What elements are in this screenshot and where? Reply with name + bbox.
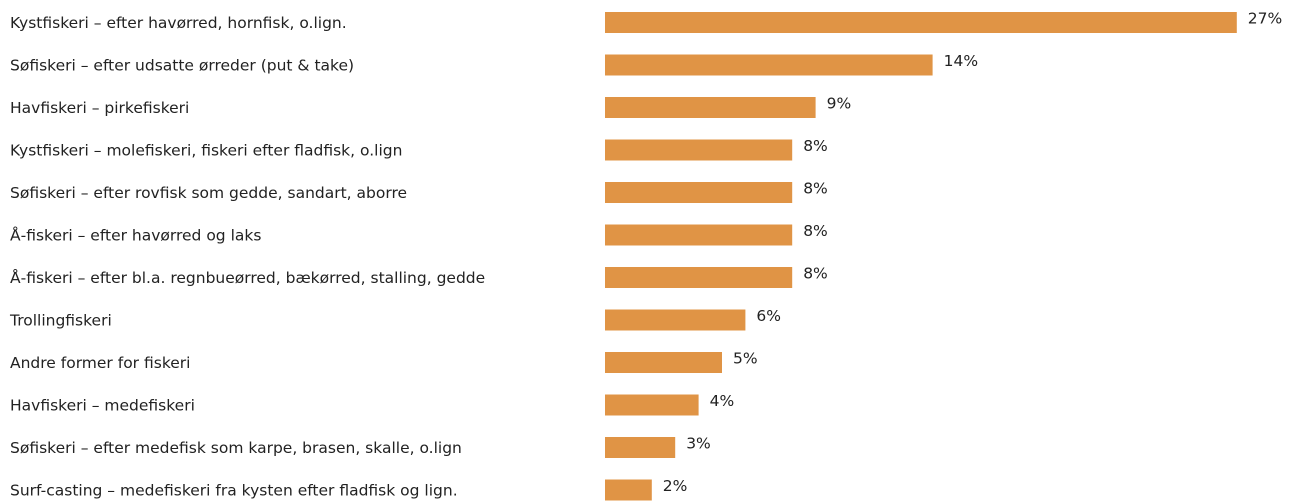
- category-label: Å-fiskeri – efter havørred og laks: [10, 226, 261, 245]
- bar: [605, 267, 793, 288]
- category-label: Kystfiskeri – molefiskeri, fiskeri efter…: [10, 142, 402, 160]
- bar: [605, 479, 652, 501]
- value-label: 8%: [803, 265, 828, 283]
- value-label: 6%: [756, 307, 781, 325]
- bar: [605, 139, 793, 161]
- bar: [605, 54, 933, 76]
- category-label: Havfiskeri – medefiskeri: [10, 397, 195, 415]
- value-label: 8%: [803, 137, 828, 155]
- bar: [605, 437, 676, 458]
- category-label: Søfiskeri – efter rovfisk som gedde, san…: [10, 184, 407, 202]
- bar: [605, 352, 722, 373]
- category-label: Andre former for fiskeri: [10, 354, 190, 372]
- value-label: 5%: [733, 350, 758, 368]
- bar: [605, 394, 699, 416]
- bar: [605, 309, 746, 331]
- value-label: 9%: [827, 95, 852, 113]
- value-label: 8%: [803, 180, 828, 198]
- category-label: Kystfiskeri – efter havørred, hornfisk, …: [10, 14, 347, 32]
- category-label: Surf-casting – medefiskeri fra kysten ef…: [10, 482, 458, 500]
- value-label: 2%: [663, 477, 688, 495]
- bar: [605, 97, 816, 118]
- bar: [605, 12, 1237, 33]
- category-label: Havfiskeri – pirkefiskeri: [10, 99, 189, 117]
- category-label: Trollingfiskeri: [9, 312, 112, 330]
- bar: [605, 182, 793, 203]
- value-label: 3%: [686, 435, 711, 453]
- value-label: 8%: [803, 222, 828, 240]
- value-label: 14%: [944, 52, 978, 70]
- category-label: Søfiskeri – efter medefisk som karpe, br…: [10, 439, 462, 457]
- value-label: 27%: [1248, 10, 1282, 28]
- value-label: 4%: [710, 392, 735, 410]
- category-label: Å-fiskeri – efter bl.a. regnbueørred, bæ…: [10, 268, 485, 287]
- bar: [605, 224, 793, 246]
- category-label: Søfiskeri – efter udsatte ørreder (put &…: [10, 57, 354, 75]
